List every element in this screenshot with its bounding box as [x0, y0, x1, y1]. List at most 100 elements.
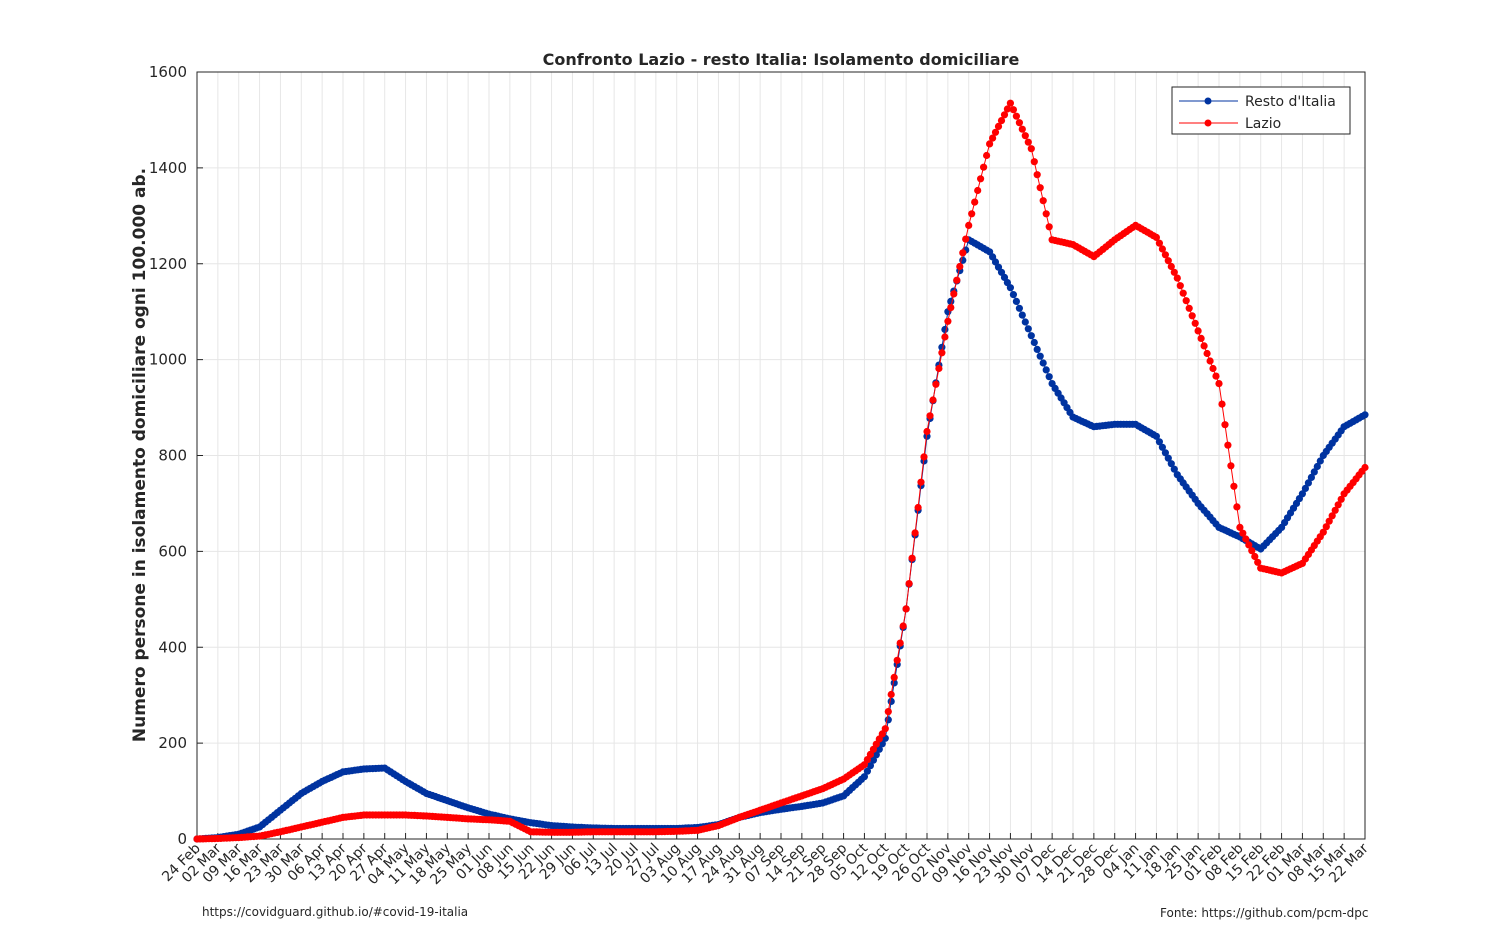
data-point-lazio — [950, 290, 958, 298]
data-point-lazio — [863, 756, 872, 764]
data-point-lazio — [1158, 245, 1166, 253]
data-point-lazio — [1030, 158, 1038, 166]
data-point-lazio — [1230, 482, 1238, 490]
data-point-lazio — [911, 529, 919, 537]
data-point-lazio — [965, 221, 973, 229]
data-point-lazio — [1251, 552, 1259, 561]
data-point-lazio — [896, 639, 904, 647]
y-tick-label: 800 — [158, 447, 187, 465]
data-point-lazio — [932, 380, 940, 388]
data-point-lazio — [994, 122, 1003, 130]
data-point-resto-d-italia — [1307, 473, 1315, 481]
data-point-lazio — [962, 235, 970, 243]
data-point-resto-d-italia — [866, 762, 875, 770]
data-point-lazio — [923, 427, 931, 436]
data-point-resto-d-italia — [1310, 468, 1318, 476]
data-point-resto-d-italia — [1033, 345, 1041, 353]
data-point-resto-d-italia — [1006, 284, 1015, 292]
data-point-lazio — [1036, 184, 1044, 192]
data-point-resto-d-italia — [991, 258, 1000, 266]
legend-marker-resto-italia — [1204, 97, 1212, 105]
data-point-lazio — [1245, 541, 1253, 549]
data-point-lazio — [1021, 132, 1029, 140]
data-point-resto-d-italia — [1009, 291, 1018, 299]
data-point-resto-d-italia — [1027, 332, 1035, 340]
data-point-lazio — [989, 134, 997, 142]
y-tick-label: 1600 — [149, 63, 187, 81]
series-markers-lazio — [193, 99, 1369, 843]
data-point-lazio — [1209, 364, 1217, 373]
data-point-lazio — [1000, 111, 1009, 119]
data-point-resto-d-italia — [1304, 479, 1312, 487]
data-point-lazio — [1236, 523, 1244, 532]
data-point-lazio — [1164, 257, 1172, 265]
data-point-lazio — [959, 249, 967, 257]
y-tick-label: 600 — [158, 542, 187, 560]
data-point-resto-d-italia — [860, 773, 869, 781]
data-point-lazio — [1024, 138, 1032, 146]
data-point-lazio — [1248, 547, 1256, 555]
data-point-lazio — [974, 186, 982, 195]
y-tick-label: 400 — [158, 638, 187, 656]
data-point-lazio — [1331, 506, 1339, 514]
data-point-resto-d-italia — [1170, 465, 1178, 473]
data-point-resto-d-italia — [887, 697, 895, 706]
data-point-resto-d-italia — [1152, 432, 1160, 440]
data-point-lazio — [953, 276, 961, 284]
data-point-lazio — [1319, 528, 1327, 536]
data-point-lazio — [1179, 289, 1187, 297]
data-point-lazio — [1224, 441, 1232, 449]
data-point-lazio — [1188, 312, 1196, 320]
data-point-lazio — [920, 453, 928, 461]
data-point-lazio — [881, 725, 889, 733]
data-point-resto-d-italia — [1298, 490, 1306, 498]
footer-source-right[interactable]: Fonte: https://github.com/pcm-dpc — [1160, 906, 1369, 920]
data-point-lazio — [1215, 380, 1223, 388]
data-point-lazio — [1203, 349, 1211, 358]
data-point-resto-d-italia — [1155, 438, 1163, 446]
data-point-lazio — [935, 364, 943, 373]
data-point-lazio — [944, 317, 952, 325]
data-point-resto-d-italia — [947, 297, 955, 305]
data-point-resto-d-italia — [1045, 373, 1053, 381]
data-point-lazio — [1361, 463, 1369, 472]
data-point-lazio — [1200, 342, 1208, 350]
data-point-lazio — [1221, 421, 1229, 429]
data-point-lazio — [1334, 501, 1342, 509]
data-point-resto-d-italia — [884, 716, 892, 724]
data-point-resto-d-italia — [1313, 462, 1321, 471]
data-point-lazio — [1194, 327, 1202, 335]
data-point-lazio — [893, 656, 901, 664]
data-point-lazio — [1233, 503, 1241, 511]
data-point-resto-d-italia — [890, 679, 898, 687]
legend-marker-lazio — [1204, 119, 1212, 127]
legend-label-lazio: Lazio — [1245, 116, 1281, 132]
series-layer — [193, 99, 1369, 843]
data-point-lazio — [938, 349, 946, 357]
data-point-lazio — [1015, 119, 1024, 127]
data-point-resto-d-italia — [941, 325, 949, 334]
data-point-resto-d-italia — [869, 756, 878, 764]
data-point-lazio — [905, 580, 913, 588]
data-point-resto-d-italia — [1361, 411, 1369, 419]
data-point-lazio — [956, 262, 964, 271]
data-point-lazio — [1170, 268, 1178, 276]
data-point-lazio — [991, 128, 1000, 136]
data-point-lazio — [1033, 171, 1041, 179]
data-point-lazio — [1254, 558, 1262, 566]
data-point-resto-d-italia — [1039, 359, 1047, 367]
data-point-lazio — [1218, 400, 1226, 408]
legend-label-resto-italia: Resto d'Italia — [1245, 94, 1336, 110]
data-point-lazio — [1206, 357, 1214, 365]
data-point-lazio — [1161, 251, 1169, 259]
data-point-lazio — [926, 412, 934, 420]
data-point-lazio — [1176, 282, 1184, 290]
y-axis-label: Numero persone in isolamento domiciliare… — [130, 168, 150, 742]
data-point-lazio — [947, 304, 955, 312]
data-point-lazio — [1018, 125, 1026, 133]
data-point-lazio — [1003, 105, 1012, 113]
data-point-resto-d-italia — [1301, 484, 1309, 492]
footer-source-left[interactable]: https://covidguard.github.io/#covid-19-i… — [202, 905, 469, 919]
data-point-lazio — [914, 503, 922, 512]
data-point-lazio — [1045, 223, 1053, 231]
